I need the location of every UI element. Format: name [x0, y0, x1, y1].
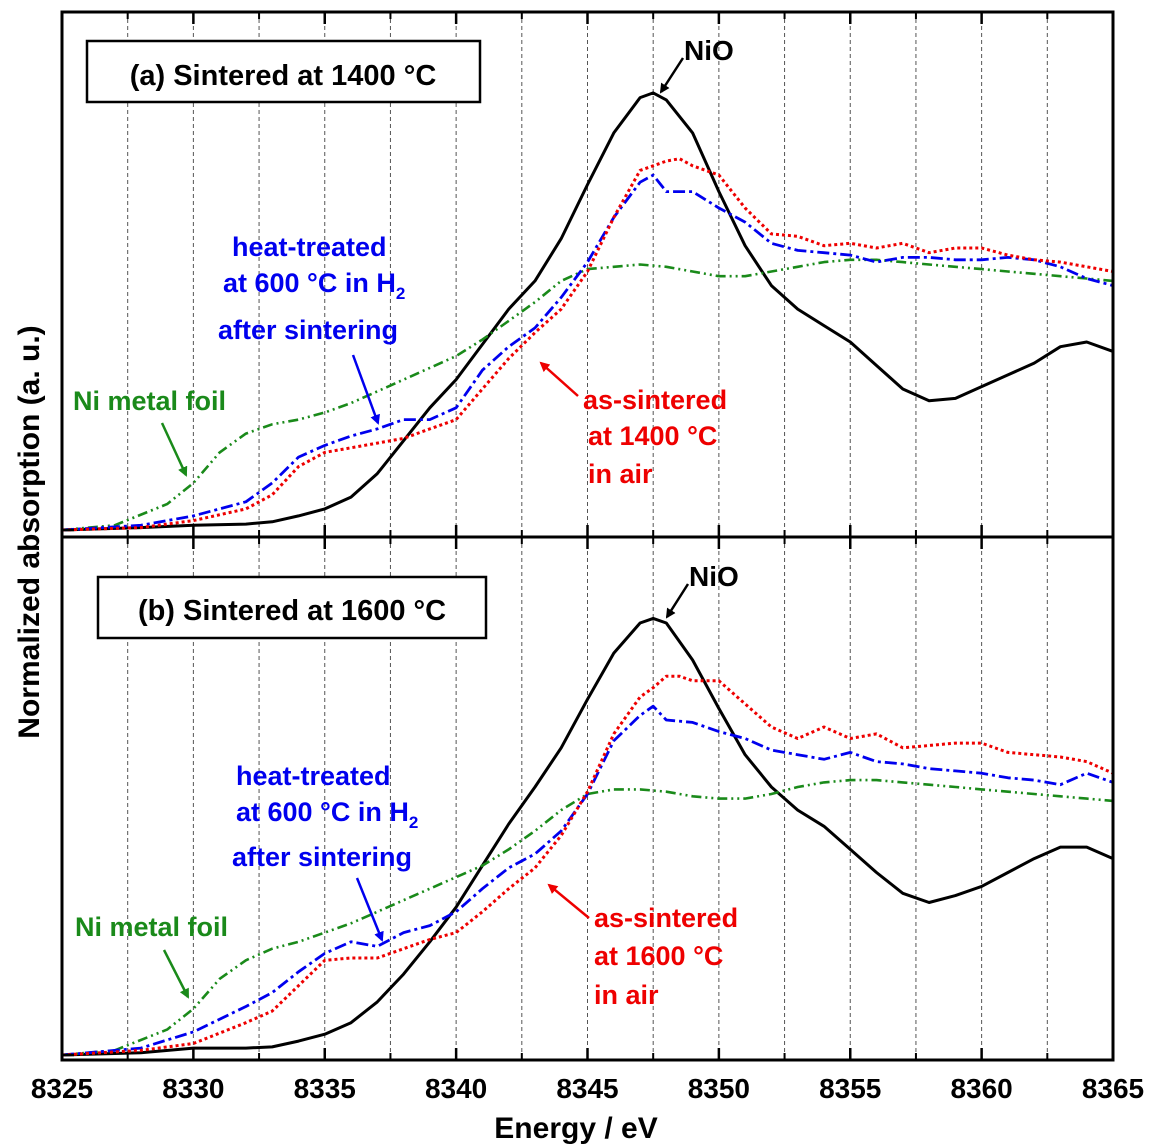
- panel-b-title: (b) Sintered at 1600 °C: [96, 575, 488, 640]
- panel-a-title-text: (a) Sintered at 1400 °C: [130, 60, 437, 92]
- series-lines: [61, 91, 1114, 1057]
- panel-b-heat-arrow: [355, 877, 384, 942]
- panel-a-as-sintered-line: [61, 157, 1114, 532]
- axis-ticks: 8325 8330 8335 8340 8345 8350 8355 8360 8365: [31, 12, 1144, 1104]
- annotation-arrows: [160, 57, 690, 999]
- panel-a-as-sintered-line3: in air: [588, 459, 653, 489]
- x-tick-label: 8360: [950, 1073, 1012, 1104]
- panel-a-heat-treated-line2-text: at 600 °C in H: [223, 268, 396, 298]
- panel-a-foil-arrow: [160, 422, 188, 477]
- panel-a-heat-treated-line: [61, 173, 1114, 532]
- panel-b-sintered-arrow: [547, 883, 590, 919]
- panel-b-nio-label: NiO: [689, 561, 739, 592]
- panel-b-heat-treated-line1: heat-treated: [236, 761, 391, 791]
- x-tick-label: 8365: [1082, 1073, 1144, 1104]
- panel-b-heat-treated-line2-text: at 600 °C in H: [236, 797, 409, 827]
- x-axis-title: Energy / eV: [494, 1112, 657, 1144]
- panel-b-heat-treated-line3: after sintering: [232, 842, 412, 872]
- panel-b-title-text: (b) Sintered at 1600 °C: [138, 595, 446, 627]
- panel-a-heat-treated-subscript: 2: [396, 284, 405, 303]
- panel-b-heat-treated-subscript: 2: [409, 813, 418, 832]
- panel-b-as-sintered-line1: as-sintered: [594, 903, 738, 933]
- x-tick-label: 8345: [556, 1073, 618, 1104]
- panel-a-ni-foil-label: Ni metal foil: [73, 386, 226, 416]
- x-tick-label: 8355: [819, 1073, 881, 1104]
- y-axis-title: Normalized absorption (a. u.): [13, 325, 46, 738]
- panel-b-as-sintered-line: [61, 674, 1114, 1057]
- panel-a-heat-treated-line3: after sintering: [218, 315, 398, 345]
- panel-a-heat-treated-line2: at 600 °C in H2: [223, 268, 405, 303]
- x-tick-label: 8350: [688, 1073, 750, 1104]
- panel-b-foil-arrow: [162, 949, 190, 999]
- panel-b-ni-foil-label: Ni metal foil: [75, 912, 228, 942]
- panel-a-nio-arrow: [659, 57, 685, 94]
- panel-a-as-sintered-line2: at 1400 °C: [588, 421, 717, 451]
- x-tick-label: 8330: [162, 1073, 224, 1104]
- panel-b-as-sintered-line3: in air: [594, 980, 659, 1010]
- panel-a-title: (a) Sintered at 1400 °C: [85, 39, 482, 104]
- panel-a-heat-arrow: [351, 354, 380, 425]
- x-tick-label: 8335: [294, 1073, 356, 1104]
- panel-a-nio-label: NiO: [684, 35, 734, 66]
- x-tick-label: 8340: [425, 1073, 487, 1104]
- panel-a-sintered-arrow: [539, 361, 579, 397]
- panel-a-title-box: [85, 39, 482, 104]
- panel-b-nio-arrow: [665, 583, 690, 619]
- panel-b-nio-line: [61, 616, 1114, 1057]
- x-tick-label: 8325: [31, 1073, 93, 1104]
- panel-a-as-sintered-line1: as-sintered: [583, 385, 727, 415]
- panel-b-heat-treated-line2: at 600 °C in H2: [236, 797, 418, 832]
- panel-a-heat-treated-line1: heat-treated: [232, 232, 387, 262]
- panel-b-title-box: [96, 575, 488, 640]
- panel-b-heat-treated-line: [61, 704, 1114, 1057]
- panel-a-ni-foil-line: [61, 258, 1114, 532]
- panel-b-as-sintered-line2: at 1600 °C: [594, 941, 723, 971]
- panel-a-nio-line: [61, 91, 1114, 532]
